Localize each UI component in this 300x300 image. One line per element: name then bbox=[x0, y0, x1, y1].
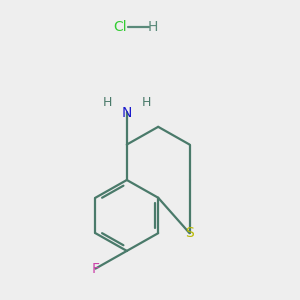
Text: H: H bbox=[148, 20, 158, 34]
Text: N: N bbox=[122, 106, 132, 120]
Text: F: F bbox=[92, 262, 100, 276]
Text: S: S bbox=[185, 226, 194, 240]
Text: H: H bbox=[142, 96, 151, 109]
Text: H: H bbox=[103, 96, 112, 109]
Text: Cl: Cl bbox=[113, 20, 127, 34]
